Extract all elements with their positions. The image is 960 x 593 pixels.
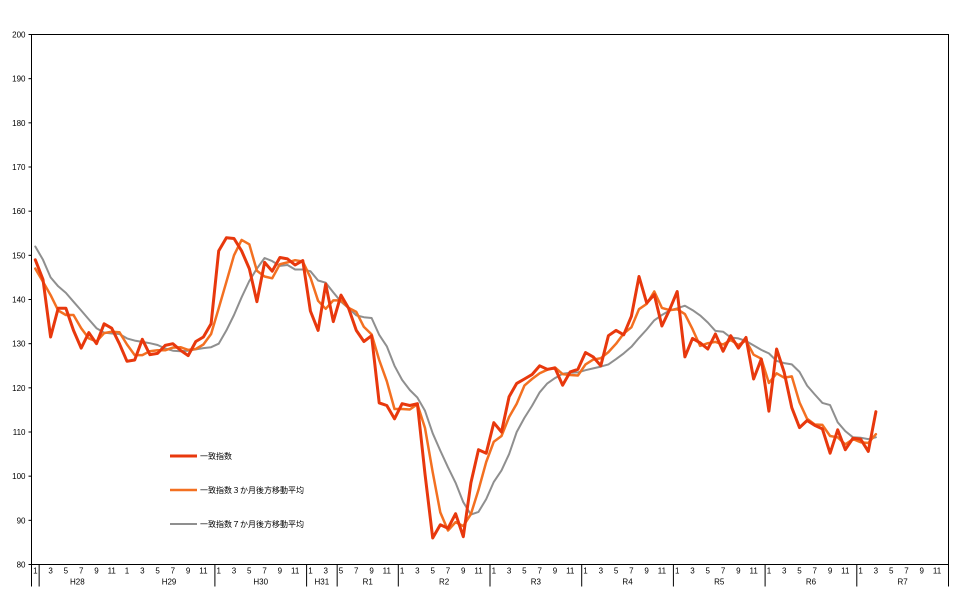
x-month-label: 11 (199, 567, 208, 576)
era-label: R7 (898, 578, 909, 587)
x-month-label: 1 (492, 567, 497, 576)
x-month-label: 1 (767, 567, 772, 576)
x-month-label: 5 (522, 567, 527, 576)
x-month-label: 9 (369, 567, 374, 576)
x-month-label: 9 (186, 567, 191, 576)
x-month-label: 3 (48, 567, 53, 576)
x-month-label: 5 (706, 567, 711, 576)
y-tick-label: 120 (12, 384, 26, 393)
y-tick-label: 100 (12, 472, 26, 481)
series-line-2 (34, 245, 877, 516)
y-tick-label: 140 (12, 296, 26, 305)
legend-label: 一致指数７か月後方移動平均 (200, 519, 304, 529)
era-label: R3 (531, 578, 542, 587)
x-month-label: 9 (736, 567, 741, 576)
y-tick-label: 180 (12, 119, 26, 128)
era-label: R5 (714, 578, 725, 587)
x-month-label: 7 (537, 567, 542, 576)
era-label: H31 (315, 578, 330, 587)
x-axis: 1 3 5 7 9 11 1 3 5 7 9 11 1 3 5 7 9 11 1 3 5 7 9 11 1 3 5 7 9 11 1 3 5 7 9… (31, 564, 949, 587)
legend-label: 一致指数３か月後方移動平均 (200, 485, 304, 495)
x-month-label: 7 (721, 567, 726, 576)
era-label: R2 (439, 578, 450, 587)
x-month-label: 9 (461, 567, 466, 576)
y-tick-label: 150 (12, 251, 26, 260)
x-month-label: 5 (430, 567, 435, 576)
era-label: R4 (622, 578, 633, 587)
x-month-label: 3 (507, 567, 512, 576)
x-month-label: 3 (415, 567, 420, 576)
era-label: H30 (253, 578, 268, 587)
x-month-label: 5 (339, 567, 344, 576)
y-tick-label: 200 (12, 31, 26, 40)
x-month-label: 1 (308, 567, 313, 576)
y-tick-label: 130 (12, 340, 26, 349)
x-month-label: 3 (690, 567, 695, 576)
x-month-label: 11 (291, 567, 300, 576)
plot-area (31, 34, 949, 565)
x-month-label: 9 (828, 567, 833, 576)
x-month-label: 7 (354, 567, 359, 576)
x-month-label: 9 (644, 567, 649, 576)
x-month-label: 3 (232, 567, 237, 576)
x-month-label: 11 (933, 567, 942, 576)
legend-label: 一致指数 (200, 451, 232, 461)
x-month-label: 7 (262, 567, 267, 576)
y-tick-label: 170 (12, 163, 26, 172)
x-month-label: 9 (94, 567, 99, 576)
x-month-label: 5 (155, 567, 160, 576)
x-month-label: 11 (108, 567, 117, 576)
x-month-label: 5 (247, 567, 252, 576)
era-label: H29 (162, 578, 177, 587)
x-month-label: 1 (583, 567, 588, 576)
x-month-label: 3 (140, 567, 145, 576)
x-month-label: 1 (216, 567, 221, 576)
x-month-label: 11 (841, 567, 850, 576)
x-month-label: 7 (79, 567, 84, 576)
x-month-label: 5 (64, 567, 69, 576)
x-month-label: 3 (323, 567, 328, 576)
y-tick-label: 90 (17, 516, 26, 525)
x-month-label: 7 (446, 567, 451, 576)
series-line-1 (34, 238, 878, 532)
y-tick-label: 190 (12, 75, 26, 84)
series-line-0 (33, 236, 878, 540)
x-month-label: 5 (889, 567, 894, 576)
y-tick-label: 110 (13, 428, 26, 437)
x-month-label: 5 (797, 567, 802, 576)
x-month-label: 7 (171, 567, 176, 576)
x-month-label: 7 (813, 567, 818, 576)
era-label: R6 (806, 578, 817, 587)
x-month-label: 11 (749, 567, 758, 576)
x-month-label: 1 (400, 567, 405, 576)
x-month-label: 3 (874, 567, 879, 576)
x-month-label: 11 (658, 567, 667, 576)
y-tick-label: 160 (12, 207, 26, 216)
x-month-label: 1 (125, 567, 130, 576)
x-month-label: 3 (599, 567, 604, 576)
x-month-label: 1 (675, 567, 680, 576)
x-month-label: 11 (474, 567, 483, 576)
x-month-label: 9 (920, 567, 925, 576)
x-month-label: 3 (782, 567, 787, 576)
x-month-label: 9 (553, 567, 558, 576)
x-month-label: 1 (33, 567, 38, 576)
y-tick-label: 80 (17, 561, 26, 570)
series-layer (33, 236, 878, 540)
x-month-label: 7 (629, 567, 634, 576)
y-axis: 80 90 100 110 120 130 140 150 160 170 180 190 200 (12, 31, 32, 570)
era-label: H28 (70, 578, 85, 587)
x-month-label: 9 (278, 567, 283, 576)
x-month-label: 5 (614, 567, 619, 576)
x-month-label: 11 (383, 567, 392, 576)
x-month-label: 11 (566, 567, 575, 576)
era-label: R1 (363, 578, 374, 587)
x-month-label: 1 (858, 567, 863, 576)
x-month-label: 7 (904, 567, 909, 576)
